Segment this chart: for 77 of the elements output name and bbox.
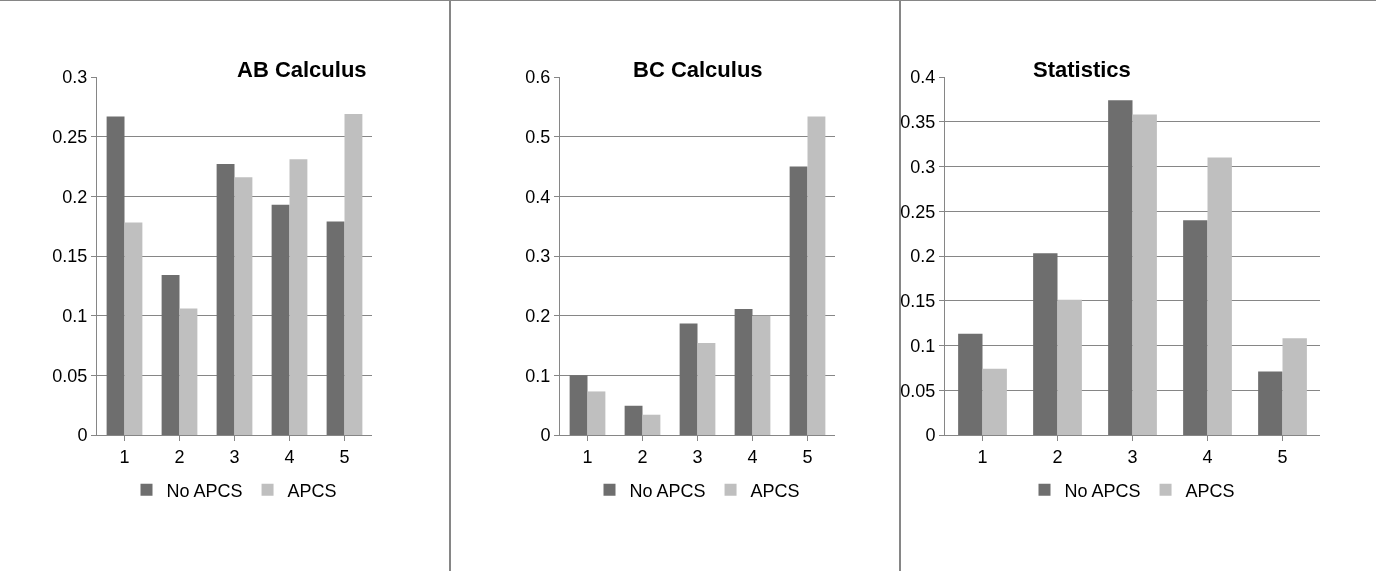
y-tick-label: 0.2 — [525, 305, 551, 326]
bar — [1108, 100, 1133, 435]
legend-label: No APCS — [166, 480, 243, 501]
y-tick-label: 0.3 — [62, 67, 88, 88]
x-tick-label: 1 — [119, 446, 130, 467]
legend-label: APCS — [1185, 480, 1235, 501]
y-tick-label: 0.15 — [52, 246, 88, 267]
bar — [697, 343, 716, 435]
bar — [234, 177, 253, 435]
bar — [679, 323, 698, 435]
x-tick-label: 4 — [1202, 446, 1213, 467]
y-tick-label: 0.3 — [525, 246, 551, 267]
y-tick-label: 0 — [540, 425, 551, 446]
x-tick-label: 4 — [747, 446, 758, 467]
legend-label: No APCS — [1064, 480, 1141, 501]
bar — [982, 368, 1007, 435]
x-tick-label: 5 — [1277, 446, 1288, 467]
bar — [807, 116, 826, 435]
bar — [752, 315, 771, 435]
y-tick-label: 0.1 — [525, 365, 551, 386]
y-tick-label: 0.3 — [910, 156, 936, 177]
bar — [789, 166, 808, 435]
y-tick-label: 0.6 — [525, 67, 551, 88]
bar — [1207, 157, 1232, 435]
y-tick-label: 0.5 — [525, 126, 551, 147]
x-tick-label: 2 — [174, 446, 185, 467]
chart-title: Statistics — [1033, 57, 1131, 82]
y-tick-label: 0.05 — [52, 365, 88, 386]
y-tick-label: 0.1 — [62, 305, 88, 326]
y-tick-label: 0.4 — [525, 186, 551, 207]
x-tick-label: 5 — [802, 446, 813, 467]
bar — [216, 164, 235, 435]
chart-title: BC Calculus — [633, 57, 763, 82]
y-tick-label: 0.35 — [900, 112, 936, 133]
bar — [642, 414, 661, 435]
bar — [1132, 114, 1157, 435]
bar — [569, 375, 588, 435]
y-tick-label: 0.4 — [910, 67, 936, 88]
x-tick-label: 2 — [1052, 446, 1063, 467]
bar — [179, 308, 198, 435]
legend-label: No APCS — [629, 480, 706, 501]
y-tick-label: 0 — [925, 425, 936, 446]
y-tick-label: 0.1 — [910, 335, 936, 356]
bar — [326, 221, 345, 435]
chart-title: AB Calculus — [237, 57, 367, 82]
bar — [624, 405, 643, 435]
y-tick-label: 0.2 — [910, 246, 936, 267]
bar — [1033, 253, 1058, 435]
bar — [124, 222, 143, 435]
bar — [289, 159, 308, 435]
x-tick-label: 2 — [637, 446, 648, 467]
bar — [161, 275, 180, 435]
bar — [587, 391, 606, 435]
y-tick-label: 0.15 — [900, 291, 936, 312]
bar — [1183, 220, 1208, 435]
bar — [344, 113, 363, 435]
bar — [271, 204, 290, 435]
x-tick-label: 3 — [1127, 446, 1138, 467]
bar — [1057, 299, 1082, 435]
bar — [1258, 371, 1283, 435]
x-tick-label: 1 — [977, 446, 988, 467]
legend-label: APCS — [750, 480, 800, 501]
bar — [734, 309, 753, 435]
y-tick-label: 0 — [77, 425, 88, 446]
y-tick-label: 0.2 — [62, 186, 88, 207]
x-tick-label: 3 — [229, 446, 240, 467]
y-tick-label: 0.25 — [900, 201, 936, 222]
x-tick-label: 5 — [339, 446, 350, 467]
x-tick-label: 4 — [284, 446, 295, 467]
y-tick-label: 0.05 — [900, 380, 936, 401]
x-tick-label: 3 — [692, 446, 703, 467]
bar — [106, 116, 125, 435]
x-tick-label: 1 — [582, 446, 593, 467]
bar — [1282, 338, 1307, 435]
y-tick-label: 0.25 — [52, 126, 88, 147]
legend-label: APCS — [287, 480, 337, 501]
bar — [958, 333, 983, 435]
